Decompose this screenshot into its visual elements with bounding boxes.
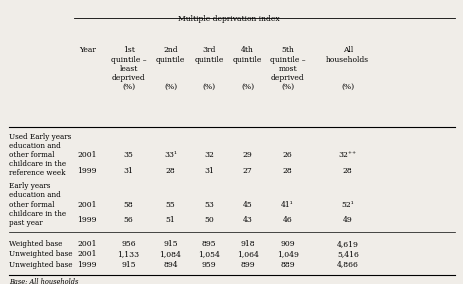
Text: 2001: 2001 (77, 201, 97, 208)
Text: 1,064: 1,064 (236, 250, 258, 258)
Text: 52¹: 52¹ (341, 201, 353, 208)
Text: 1,054: 1,054 (198, 250, 219, 258)
Text: Weighted base: Weighted base (9, 240, 63, 248)
Text: 28: 28 (282, 167, 292, 175)
Text: 2nd
quintile


(%): 2nd quintile (%) (156, 46, 185, 91)
Text: Base: All households: Base: All households (9, 278, 79, 284)
Text: 1,133: 1,133 (117, 250, 139, 258)
Text: 43: 43 (242, 216, 252, 224)
Text: 49: 49 (342, 216, 352, 224)
Text: 2001: 2001 (77, 240, 97, 248)
Text: 1999: 1999 (77, 216, 97, 224)
Text: All
households


(%): All households (%) (325, 46, 369, 91)
Text: 2001: 2001 (77, 250, 97, 258)
Text: 27: 27 (242, 167, 252, 175)
Text: 4,866: 4,866 (336, 261, 358, 269)
Text: Unweighted base: Unweighted base (9, 250, 73, 258)
Text: 3rd
quintile


(%): 3rd quintile (%) (194, 46, 223, 91)
Text: 894: 894 (163, 261, 177, 269)
Text: 2001: 2001 (77, 151, 97, 159)
Text: 915: 915 (121, 261, 136, 269)
Text: 32: 32 (203, 151, 213, 159)
Text: 35: 35 (124, 151, 133, 159)
Text: 55: 55 (165, 201, 175, 208)
Text: 45: 45 (242, 201, 252, 208)
Text: Unweighted base: Unweighted base (9, 261, 73, 269)
Text: 895: 895 (201, 240, 216, 248)
Text: 50: 50 (204, 216, 213, 224)
Text: 1st
quintile –
least
deprived
(%): 1st quintile – least deprived (%) (111, 46, 146, 91)
Text: 29: 29 (242, 151, 252, 159)
Text: 28: 28 (165, 167, 175, 175)
Text: 58: 58 (124, 201, 133, 208)
Text: 909: 909 (280, 240, 294, 248)
Text: 4th
quintile


(%): 4th quintile (%) (232, 46, 262, 91)
Text: 1,049: 1,049 (276, 250, 298, 258)
Text: Multiple deprivation index: Multiple deprivation index (178, 15, 279, 23)
Text: 1999: 1999 (77, 167, 97, 175)
Text: Year: Year (79, 46, 95, 55)
Text: 4,619: 4,619 (336, 240, 358, 248)
Text: 31: 31 (203, 167, 213, 175)
Text: 32⁺⁺: 32⁺⁺ (338, 151, 356, 159)
Text: 918: 918 (240, 240, 254, 248)
Text: 899: 899 (240, 261, 254, 269)
Text: 46: 46 (282, 216, 292, 224)
Text: 28: 28 (342, 167, 352, 175)
Text: 33¹: 33¹ (164, 151, 177, 159)
Text: 889: 889 (280, 261, 294, 269)
Text: 1,084: 1,084 (159, 250, 181, 258)
Text: Early years
education and
other formal
childcare in the
past year: Early years education and other formal c… (9, 182, 66, 227)
Text: 956: 956 (121, 240, 136, 248)
Text: 959: 959 (201, 261, 216, 269)
Text: 26: 26 (282, 151, 292, 159)
Text: 1999: 1999 (77, 261, 97, 269)
Text: 915: 915 (163, 240, 177, 248)
Text: 56: 56 (124, 216, 133, 224)
Text: 41¹: 41¹ (281, 201, 294, 208)
Text: 53: 53 (203, 201, 213, 208)
Text: 31: 31 (124, 167, 133, 175)
Text: 5th
quintile –
most
deprived
(%): 5th quintile – most deprived (%) (269, 46, 305, 91)
Text: Used Early years
education and
other formal
childcare in the
reference week: Used Early years education and other for… (9, 133, 71, 178)
Text: 51: 51 (165, 216, 175, 224)
Text: 5,416: 5,416 (336, 250, 358, 258)
